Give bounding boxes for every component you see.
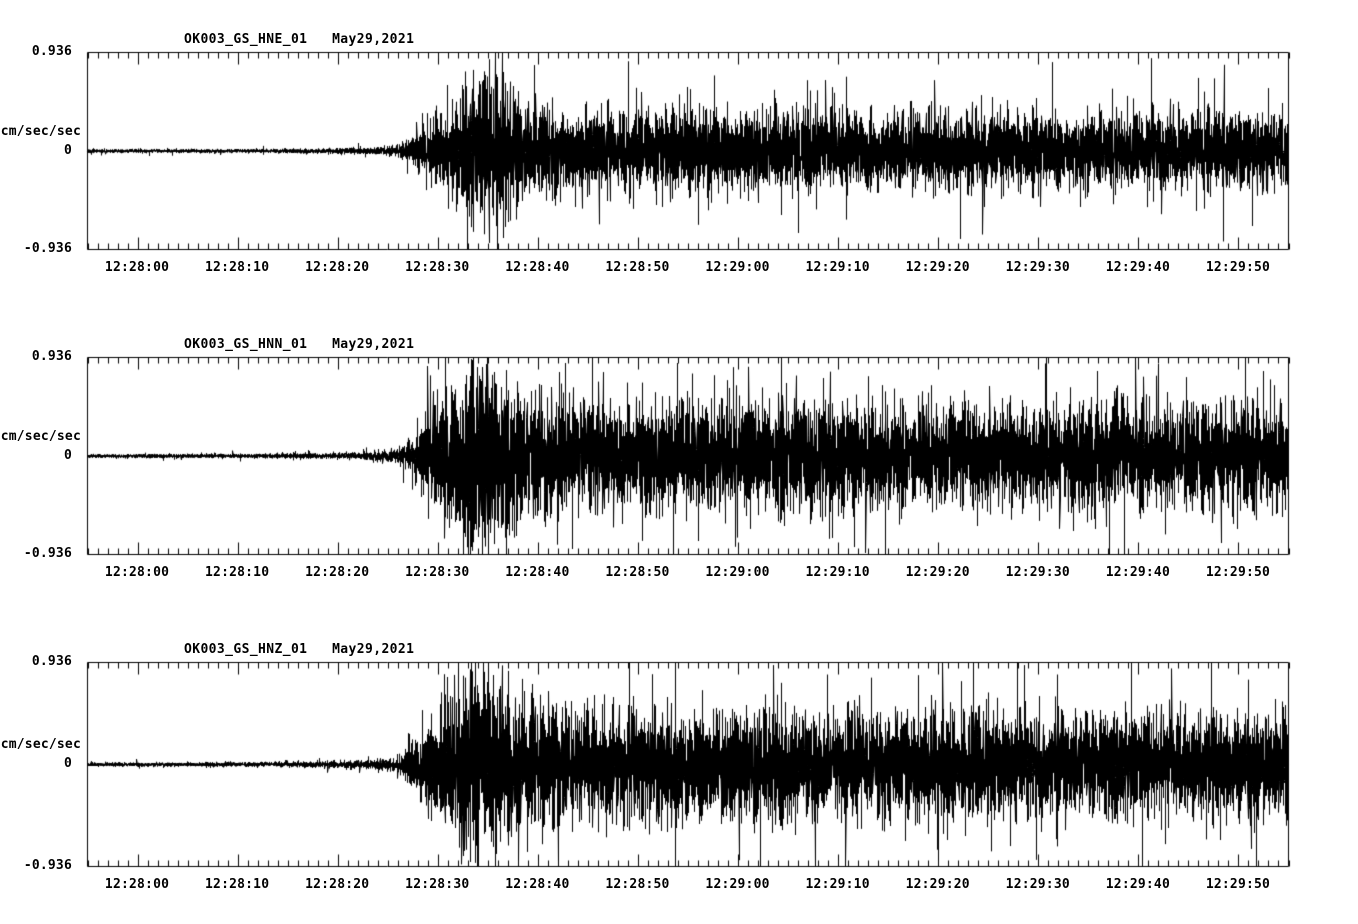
x-tick-label-hne-8: 12:29:20 (905, 260, 970, 275)
x-tick-label-hne-4: 12:28:40 (505, 260, 570, 275)
x-tick-label-hnz-3: 12:28:30 (405, 877, 470, 892)
x-tick-label-hnn-8: 12:29:20 (905, 565, 970, 580)
x-tick-label-hne-6: 12:29:00 (705, 260, 770, 275)
x-tick-label-hne-9: 12:29:30 (1005, 260, 1070, 275)
x-tick-label-hnn-11: 12:29:50 (1205, 565, 1271, 580)
x-tick-label-hnn-7: 12:29:10 (805, 565, 870, 580)
x-tick-label-hne-3: 12:28:30 (405, 260, 470, 275)
x-tick-label-hnz-9: 12:29:30 (1005, 877, 1070, 892)
x-tick-label-hne-1: 12:28:10 (205, 260, 270, 275)
panel-title-hnz: OK003_GS_HNZ_01 May29,2021 (184, 642, 415, 657)
x-tick-label-hnz-10: 12:29:40 (1105, 877, 1170, 892)
x-tick-label-hnn-10: 12:29:40 (1105, 565, 1170, 580)
y-axis-unit-label-hnn: cm/sec/sec (0, 428, 81, 444)
x-tick-label-hnz-1: 12:28:10 (205, 877, 270, 892)
y-tick-label-min-hnn: -0.936 (23, 546, 72, 561)
x-tick-label-hnn-5: 12:28:50 (605, 565, 670, 580)
y-tick-label-zero-hnn: 0 (63, 447, 72, 463)
x-tick-label-hnn-2: 12:28:20 (305, 565, 370, 580)
y-axis-unit-label-hne: cm/sec/sec (0, 123, 81, 139)
x-tick-label-hnn-3: 12:28:30 (405, 565, 470, 580)
x-tick-label-hnz-5: 12:28:50 (605, 877, 670, 892)
x-tick-label-hne-10: 12:29:40 (1105, 260, 1170, 275)
x-tick-label-hnz-2: 12:28:20 (305, 877, 370, 892)
x-tick-label-hnz-4: 12:28:40 (505, 877, 570, 892)
y-tick-label-zero-hnz: 0 (63, 756, 72, 771)
x-tick-label-hnn-6: 12:29:00 (705, 565, 770, 580)
y-tick-label-max-hne: 0.936 (31, 44, 72, 59)
x-tick-label-hne-2: 12:28:20 (305, 260, 370, 275)
x-tick-label-hnz-0: 12:28:00 (104, 877, 170, 892)
y-axis-unit-label-hnz: cm/sec/sec (0, 737, 81, 752)
x-tick-label-hnz-6: 12:29:00 (705, 877, 770, 892)
x-tick-label-hnz-8: 12:29:20 (905, 877, 970, 892)
waveform-canvas-hnz (83, 658, 1294, 872)
waveform-canvas-hne (83, 48, 1294, 255)
x-tick-label-hne-0: 12:28:00 (104, 260, 170, 275)
x-tick-label-hnn-0: 12:28:00 (104, 565, 170, 580)
panel-title-hnn: OK003_GS_HNN_01 May29,2021 (184, 337, 415, 352)
x-tick-label-hnz-7: 12:29:10 (805, 877, 870, 892)
x-tick-label-hne-11: 12:29:50 (1205, 260, 1271, 275)
y-tick-label-min-hne: -0.936 (23, 241, 72, 256)
y-tick-label-max-hnn: 0.936 (31, 349, 72, 364)
panel-title-hne: OK003_GS_HNE_01 May29,2021 (184, 32, 415, 47)
x-tick-label-hnn-4: 12:28:40 (505, 565, 570, 580)
x-tick-label-hnn-1: 12:28:10 (205, 565, 270, 580)
y-tick-label-max-hnz: 0.936 (31, 654, 72, 669)
x-tick-label-hnz-11: 12:29:50 (1205, 877, 1271, 892)
x-tick-label-hne-5: 12:28:50 (605, 260, 670, 275)
x-tick-label-hnn-9: 12:29:30 (1005, 565, 1070, 580)
y-tick-label-zero-hne: 0 (63, 142, 72, 158)
x-tick-label-hne-7: 12:29:10 (805, 260, 870, 275)
y-tick-label-min-hnz: -0.936 (23, 858, 72, 873)
waveform-canvas-hnn (83, 353, 1294, 560)
